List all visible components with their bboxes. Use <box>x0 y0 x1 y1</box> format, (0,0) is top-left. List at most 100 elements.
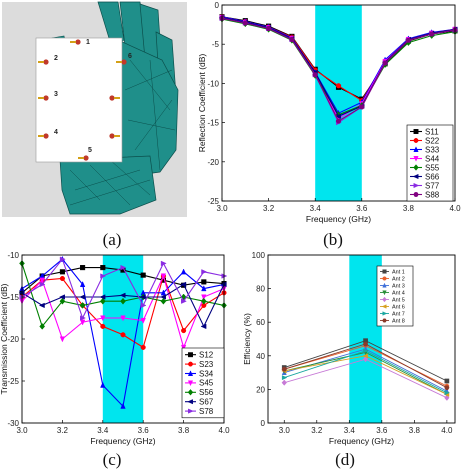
data-point <box>362 353 368 359</box>
port-marker <box>75 39 81 45</box>
x-tick-label: 3.0 <box>16 426 28 435</box>
data-point <box>188 361 193 367</box>
efficiency-chart: 3.0 3.2 3.4 3.6 3.8 4.0 0 20 40 60 80 100 Frequency … <box>242 251 456 446</box>
data-point <box>99 297 106 305</box>
legend-label: Ant 6 <box>392 304 405 310</box>
x-tick-label: 4.0 <box>441 426 453 435</box>
data-point <box>100 265 106 271</box>
data-point <box>444 378 450 384</box>
data-point <box>139 294 146 300</box>
data-point <box>160 260 167 267</box>
y-tick-label: -30 <box>7 419 19 428</box>
data-point <box>201 269 208 275</box>
legend-box <box>406 124 454 202</box>
data-point <box>382 296 387 303</box>
data-point <box>140 317 146 324</box>
hand-thumb <box>59 155 157 215</box>
legend-label: S45 <box>199 379 214 388</box>
data-point <box>335 118 342 124</box>
y-tick-label: 40 <box>256 352 265 361</box>
legend-label: S78 <box>199 407 214 416</box>
data-point <box>99 294 106 300</box>
data-point <box>140 302 147 309</box>
data-point <box>201 279 207 285</box>
y-tick-label: -15 <box>207 119 219 128</box>
series-s88 <box>219 15 458 124</box>
y-tick-label: -25 <box>207 197 219 206</box>
x-tick-label: 3.4 <box>344 426 356 435</box>
data-point <box>120 297 126 305</box>
data-point <box>242 20 249 26</box>
x-tick-label: 3.8 <box>403 204 415 213</box>
data-point <box>80 315 86 321</box>
data-point <box>140 344 146 350</box>
port-label: 6 <box>128 53 132 60</box>
port-feed <box>38 61 44 63</box>
data-point <box>120 332 126 338</box>
legend-label: Ant 1 <box>392 269 405 275</box>
data-point <box>181 298 187 304</box>
antenna-board <box>35 37 123 163</box>
data-point <box>160 294 166 300</box>
data-point <box>413 129 419 134</box>
x-tick-label: 3.2 <box>263 204 275 213</box>
legend-label: Ant 7 <box>392 311 405 317</box>
y-tick-label: -10 <box>207 79 219 88</box>
legend-label: S44 <box>425 154 440 163</box>
data-point <box>187 399 193 405</box>
port-marker <box>121 59 127 65</box>
x-tick-label: 3.2 <box>57 426 69 435</box>
port-marker <box>43 133 49 139</box>
data-point <box>180 344 187 351</box>
y-tick-label: -5 <box>212 40 220 49</box>
panel-label-a: (a) <box>103 230 122 249</box>
data-point <box>363 348 369 354</box>
data-point <box>120 315 126 322</box>
data-point <box>100 381 106 388</box>
data-point <box>160 297 167 305</box>
plot-frame <box>267 254 456 424</box>
x-tick-label: 3.6 <box>138 426 150 435</box>
data-point <box>59 275 65 282</box>
port-label: 4 <box>54 129 58 136</box>
data-point <box>381 304 387 309</box>
y-tick-label: 80 <box>256 285 265 294</box>
x-axis-label: Frequency (GHz) <box>90 436 155 446</box>
data-point <box>444 394 450 401</box>
data-point <box>413 146 419 152</box>
y-tick-label: -20 <box>207 158 219 167</box>
port-label: 2 <box>54 55 58 62</box>
data-point <box>39 277 45 284</box>
data-point <box>39 281 46 288</box>
data-point <box>59 336 66 343</box>
data-point <box>187 370 194 376</box>
data-point <box>413 192 419 197</box>
data-point <box>59 297 66 305</box>
x-tick-label: 4.0 <box>449 204 461 213</box>
data-point <box>188 408 194 414</box>
data-point <box>59 256 66 262</box>
panel-label-c: (c) <box>103 450 122 469</box>
reflection-coefficient-chart: 3.0 3.2 3.4 3.6 3.8 4.0 0 -5 -10 -15 -20 -25 Frequen… <box>197 1 461 224</box>
panel-label-d: (d) <box>335 450 355 469</box>
series-s34 <box>19 255 227 409</box>
data-point <box>382 60 388 66</box>
data-point <box>160 273 167 280</box>
y-tick-label: -25 <box>7 377 19 386</box>
legend-label: S33 <box>425 145 440 154</box>
port-feed <box>70 41 76 43</box>
data-point <box>59 294 65 300</box>
legend-label: S77 <box>425 181 440 190</box>
legend-label: S34 <box>199 369 214 378</box>
data-point <box>120 402 126 409</box>
data-point <box>382 269 387 274</box>
data-point <box>201 294 207 301</box>
x-axis-label: Frequency (GHz) <box>306 214 371 224</box>
data-point <box>362 341 369 347</box>
y-tick-label: 0 <box>261 419 266 428</box>
x-axis-label: Frequency (GHz) <box>329 436 394 446</box>
x-tick-label: 4.0 <box>218 426 230 435</box>
data-point <box>120 264 127 271</box>
data-point <box>201 285 207 292</box>
